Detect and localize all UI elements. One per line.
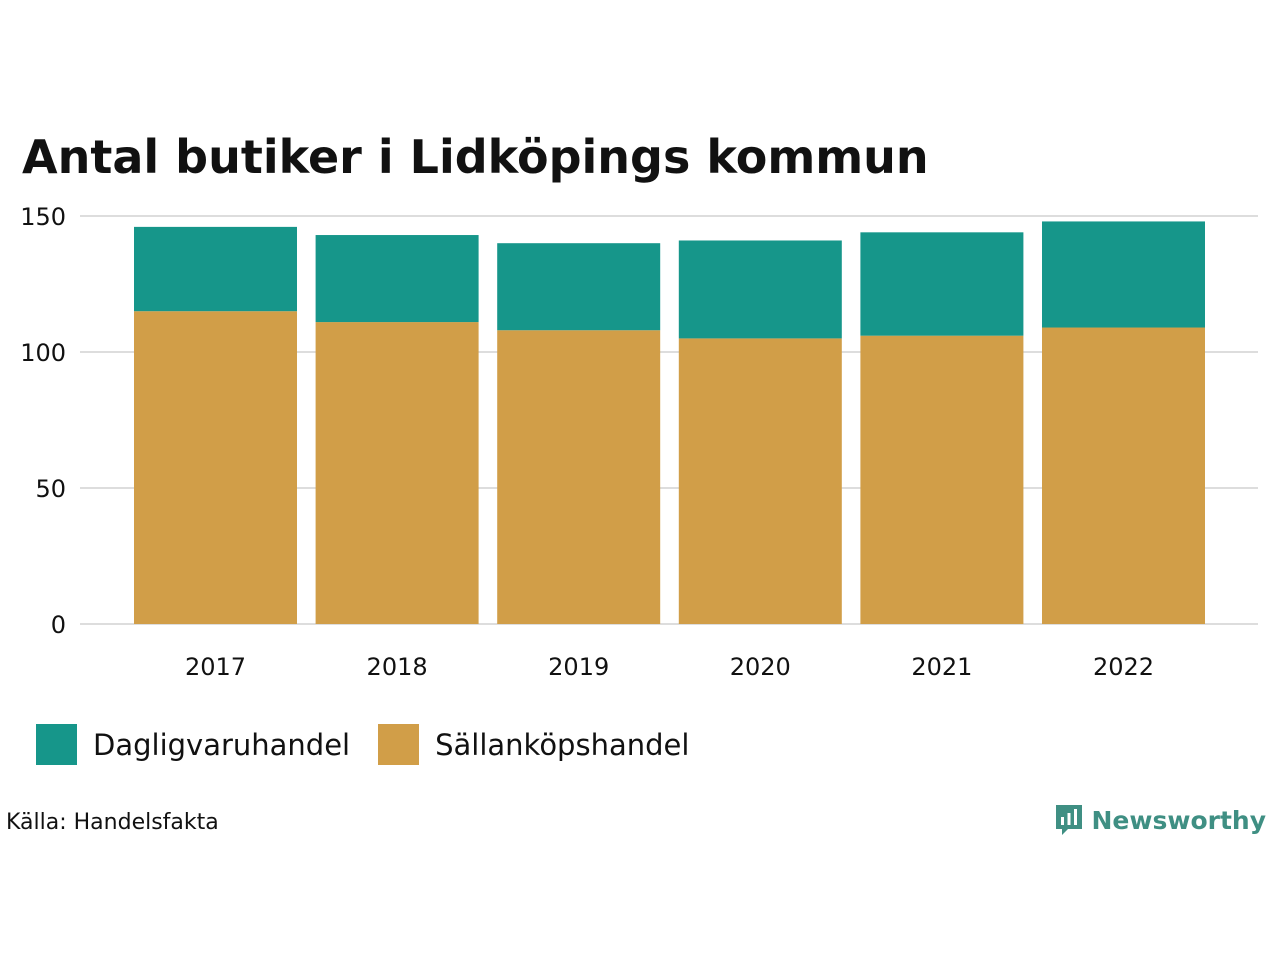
axis-labels: 0 50 100 150 2017 2018 2019 2020 2021 2022: [20, 203, 1154, 681]
x-tick-label: 2019: [548, 653, 609, 681]
y-tick-label: 100: [20, 339, 66, 367]
brand-name: Newsworthy: [1091, 805, 1267, 835]
bar-2020-dagligvaruhandel: [678, 240, 842, 339]
x-tick-label: 2018: [367, 653, 428, 681]
newsworthy-logo-icon: [1055, 805, 1082, 835]
legend-swatch-dagligvaruhandel: [36, 724, 77, 765]
bar-2021-sällanköpshandel: [860, 335, 1024, 624]
y-tick-label: 150: [20, 203, 66, 231]
legend-label-sallankopshandel: Sällanköpshandel: [435, 727, 690, 762]
legend-label-dagligvaruhandel: Dagligvaruhandel: [93, 727, 351, 762]
x-tick-label: 2017: [185, 653, 246, 681]
legend-swatch-sallankopshandel: [378, 724, 420, 765]
y-tick-label: 0: [51, 611, 66, 639]
brand: Newsworthy: [1054, 803, 1267, 837]
bar-2017-dagligvaruhandel: [134, 226, 297, 312]
bar-2018-sällanköpshandel: [315, 322, 479, 624]
bar-2022-dagligvaruhandel: [1042, 221, 1205, 328]
source-note: Källa: Handelsfakta: [6, 810, 219, 835]
bar-2019-dagligvaruhandel: [497, 243, 661, 331]
legend-item-dagligvaruhandel: Dagligvaruhandel: [36, 724, 350, 765]
x-tick-label: 2022: [1093, 653, 1154, 681]
chart-title: Antal butiker i Lidköpings kommun: [22, 130, 929, 184]
bar-2021-dagligvaruhandel: [860, 232, 1024, 336]
bars: [134, 221, 1205, 624]
x-tick-label: 2020: [730, 653, 791, 681]
bar-2019-sällanköpshandel: [497, 330, 661, 624]
bar-2017-sällanköpshandel: [134, 311, 297, 624]
bar-2018-dagligvaruhandel: [315, 235, 479, 323]
stacked-bar-chart: 0 50 100 150 2017 2018 2019 2020 2021 2022: [20, 203, 1258, 681]
y-tick-label: 50: [35, 475, 66, 503]
x-tick-label: 2021: [911, 653, 972, 681]
legend-item-sallankopshandel: Sällanköpshandel: [378, 724, 689, 765]
legend: Dagligvaruhandel Sällanköpshandel: [36, 724, 717, 765]
bar-2022-sällanköpshandel: [1042, 327, 1205, 624]
bar-2020-sällanköpshandel: [678, 338, 842, 624]
